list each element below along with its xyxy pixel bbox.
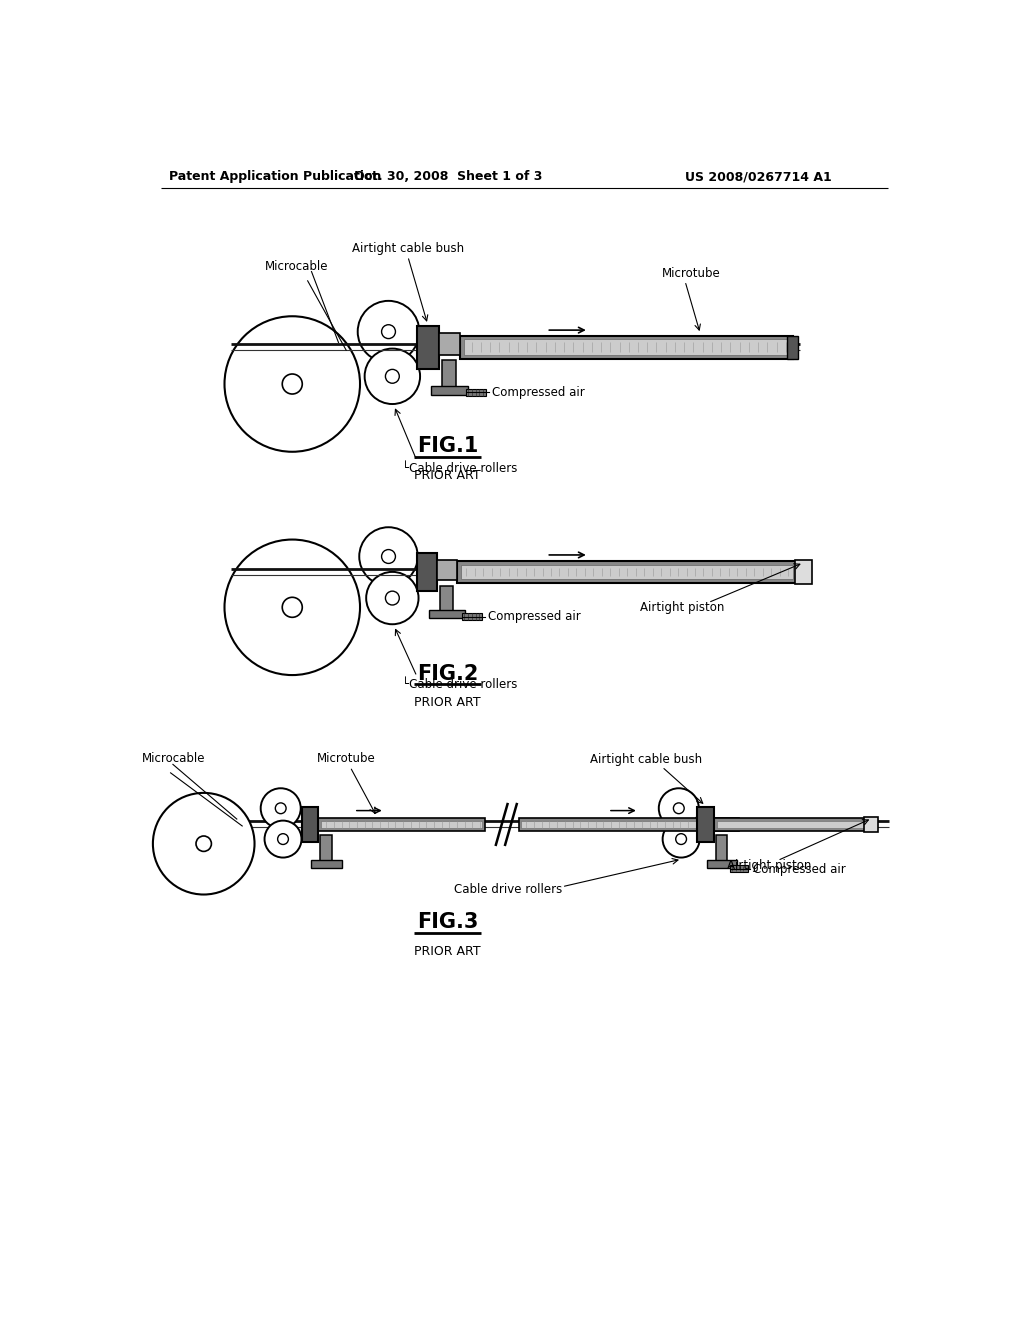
Text: FIG.1: FIG.1 (417, 437, 478, 457)
Bar (321, 821, 482, 828)
Bar (417, 553, 437, 591)
Bar (417, 326, 438, 368)
Text: └Cable drive rollers: └Cable drive rollers (401, 677, 517, 690)
Circle shape (658, 788, 698, 829)
Circle shape (224, 540, 360, 675)
Bar (717, 821, 863, 828)
Text: FIG.2: FIG.2 (417, 664, 478, 684)
Bar (716, 836, 727, 863)
Text: Airtight piston: Airtight piston (727, 859, 812, 871)
Text: Oct. 30, 2008  Sheet 1 of 3: Oct. 30, 2008 Sheet 1 of 3 (353, 170, 542, 183)
Bar (786, 335, 798, 359)
Bar (464, 339, 788, 355)
Text: US 2008/0267714 A1: US 2008/0267714 A1 (685, 170, 831, 183)
Bar (442, 360, 457, 389)
Bar (460, 335, 793, 359)
Circle shape (365, 348, 420, 404)
Circle shape (385, 370, 399, 383)
Bar (310, 859, 342, 867)
Text: Airtight cable bush: Airtight cable bush (351, 242, 464, 255)
Bar (319, 836, 332, 863)
Bar (318, 818, 484, 830)
Circle shape (278, 834, 289, 845)
Text: PRIOR ART: PRIOR ART (415, 469, 481, 482)
Circle shape (663, 821, 699, 858)
Text: └Cable drive rollers: └Cable drive rollers (401, 462, 517, 475)
Circle shape (275, 803, 286, 813)
Bar (521, 821, 736, 828)
Circle shape (283, 374, 302, 393)
Text: Compressed air: Compressed air (753, 862, 846, 875)
Text: Cable drive rollers: Cable drive rollers (454, 883, 562, 896)
Circle shape (359, 527, 418, 586)
Circle shape (367, 572, 419, 624)
Bar (462, 612, 481, 620)
Circle shape (674, 803, 684, 813)
Circle shape (283, 598, 302, 618)
Circle shape (261, 788, 301, 829)
Circle shape (196, 836, 211, 851)
Bar (457, 561, 797, 582)
Text: PRIOR ART: PRIOR ART (415, 696, 481, 709)
Bar (438, 333, 460, 355)
Bar (730, 866, 749, 873)
Bar (440, 586, 454, 614)
Text: Compressed air: Compressed air (492, 385, 585, 399)
Circle shape (385, 591, 399, 605)
Circle shape (153, 793, 255, 895)
Circle shape (264, 821, 301, 858)
Circle shape (224, 317, 360, 451)
Bar (795, 560, 812, 585)
Text: Airtight piston: Airtight piston (640, 601, 725, 614)
Bar (697, 807, 714, 842)
Bar (714, 818, 866, 830)
Text: Airtight cable bush: Airtight cable bush (591, 752, 702, 766)
Circle shape (676, 834, 686, 845)
Bar (429, 610, 465, 618)
Bar (431, 385, 468, 395)
Circle shape (382, 325, 395, 339)
Circle shape (357, 301, 419, 363)
Bar (864, 817, 879, 832)
Bar (466, 388, 485, 396)
Circle shape (382, 549, 395, 564)
Bar (301, 807, 318, 842)
Text: Microcable: Microcable (142, 752, 206, 766)
Text: Microtube: Microtube (662, 268, 721, 280)
Bar (461, 565, 793, 579)
Text: PRIOR ART: PRIOR ART (415, 945, 481, 958)
Bar (437, 560, 457, 579)
Text: Patent Application Publication: Patent Application Publication (169, 170, 381, 183)
Text: FIG.3: FIG.3 (417, 912, 478, 932)
Bar (707, 859, 737, 867)
Text: Microcable: Microcable (265, 260, 329, 273)
Bar (518, 818, 739, 830)
Text: Compressed air: Compressed air (487, 610, 581, 623)
Text: Microtube: Microtube (316, 752, 376, 766)
